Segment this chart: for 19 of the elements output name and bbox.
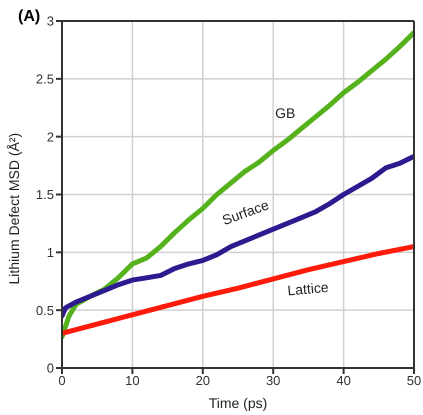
x-axis-title: Time (ps) — [208, 395, 268, 411]
y-tick-label: 2.5 — [36, 71, 54, 86]
x-tick-label: 50 — [406, 373, 422, 388]
chart-title: (A) — [18, 8, 40, 26]
series-label: Lattice — [286, 278, 330, 298]
x-tick-label: 30 — [266, 373, 280, 388]
y-tick-label: 2 — [46, 129, 54, 144]
x-tick-label: 40 — [336, 373, 351, 388]
x-tick-label: 0 — [58, 373, 66, 388]
text: Surface — [220, 196, 272, 228]
y-tick-label: 1.5 — [36, 187, 54, 202]
x-tick-label: 10 — [125, 373, 140, 388]
y-tick-label: 1 — [46, 244, 54, 260]
y-tick-label: 0 — [46, 360, 54, 376]
y-tick-label: 3 — [46, 14, 54, 29]
series-label: GB — [275, 105, 296, 122]
y-axis-title: Lithium Defect MSD (Å²) — [6, 132, 22, 284]
y-tick-label: 0.5 — [36, 302, 54, 318]
x-tick-label: 20 — [196, 373, 210, 388]
